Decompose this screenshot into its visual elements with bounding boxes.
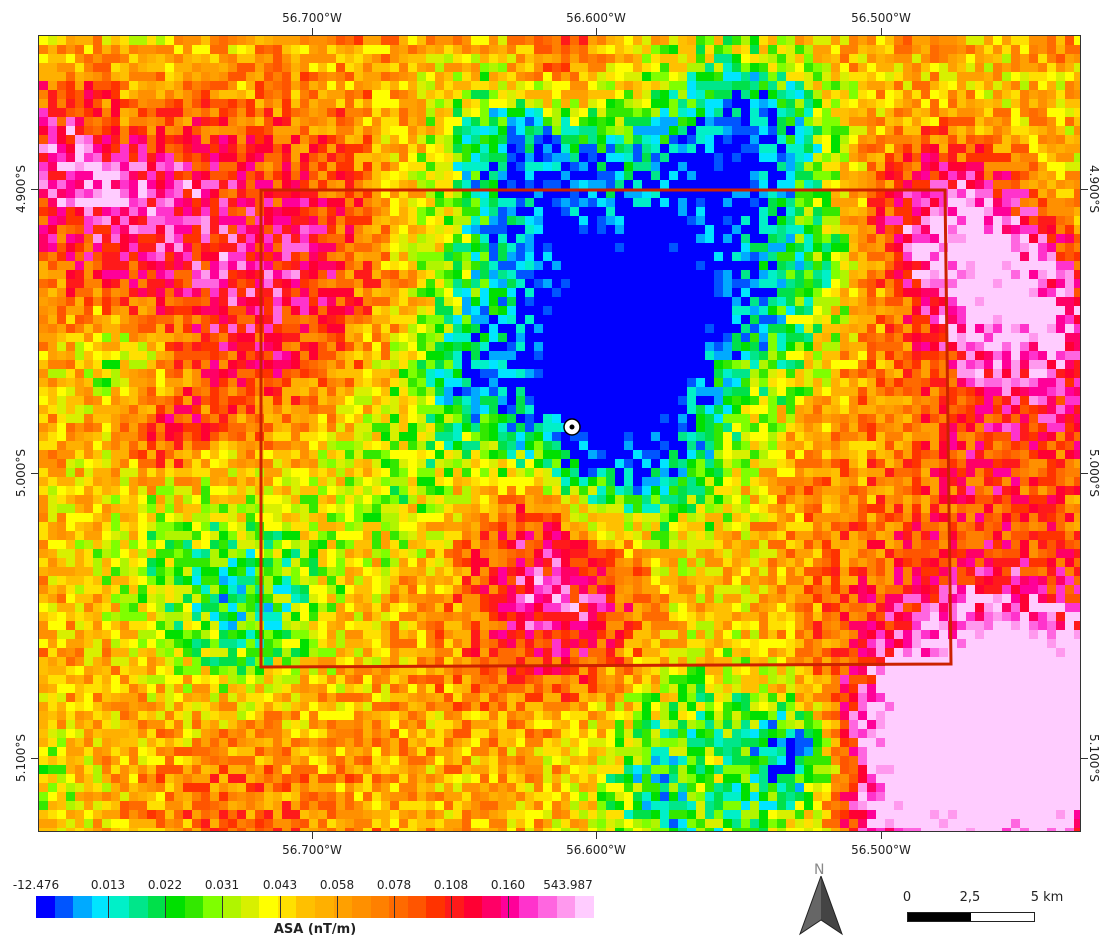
scale-bar [907,912,1035,922]
legend-value: 0.160 [490,878,526,892]
tick-mark [596,832,597,839]
legend-value: -12.476 [12,878,60,892]
legend-value: 543.987 [543,878,593,892]
color-ramp-step [259,896,278,918]
lat-label-left: 5.000°S [14,449,28,497]
tick-mark [1081,189,1088,190]
legend-value: 0.058 [319,878,355,892]
scale-label: 5 km [1030,890,1064,905]
tick-mark [31,189,38,190]
scale-segment-black [908,913,971,921]
legend-value: 0.108 [433,878,469,892]
lon-label-top: 56.600°W [566,11,626,25]
color-ramp-step [73,896,92,918]
legend-value: 0.043 [262,878,298,892]
legend-value: 0.022 [147,878,183,892]
north-label: N [814,862,825,878]
tick-mark [1081,473,1088,474]
color-ramp-step [184,896,204,918]
legend-value: 0.013 [90,878,126,892]
lon-label-bottom: 56.600°W [566,843,626,857]
color-ramp-step [166,896,185,918]
scale-segment-white [971,913,1034,921]
lat-label-left: 5.100°S [14,734,28,782]
lon-label-bottom: 56.700°W [282,843,342,857]
color-ramp-step [538,896,557,918]
legend-divider [280,896,281,918]
lon-label-top: 56.500°W [851,11,911,25]
color-ramp-step [389,896,408,918]
color-ramp-step [556,896,576,918]
tick-mark [31,758,38,759]
tick-mark [596,28,597,35]
legend-value: 0.078 [376,878,412,892]
color-ramp-step [482,896,501,918]
tick-mark [881,832,882,839]
lat-label-left: 4.900°S [14,165,28,213]
legend-divider [222,896,223,918]
station-point-icon[interactable] [563,418,581,436]
study-area-outline [259,188,953,669]
color-ramp-step [463,896,483,918]
lon-label-bottom: 56.500°W [851,843,911,857]
lat-label-right: 5.100°S [1087,734,1101,782]
color-ramp-step [54,896,74,918]
color-ramp-step [314,896,334,918]
color-ramp-step [91,896,111,918]
color-ramp-step [128,896,148,918]
color-ramp-step [221,896,241,918]
legend-divider [337,896,338,918]
color-ramp-step [519,896,539,918]
scale-label: 2,5 [959,890,981,905]
color-ramp-step [407,896,427,918]
lon-label-top: 56.700°W [282,11,342,25]
tick-mark [31,473,38,474]
color-ramp-step [296,896,315,918]
legend-divider [165,896,166,918]
tick-mark [312,832,313,839]
color-ramp-step [277,896,297,918]
color-ramp-step [36,896,55,918]
color-ramp-step [575,896,594,918]
lat-label-right: 5.000°S [1087,449,1101,497]
color-ramp [36,896,594,918]
lat-label-right: 4.900°S [1087,165,1101,213]
color-ramp-step [352,896,371,918]
color-ramp-step [110,896,129,918]
legend-divider [108,896,109,918]
color-ramp-step [333,896,353,918]
legend-value: 0.031 [204,878,240,892]
north-arrow-icon [799,875,843,936]
color-ramp-step [500,896,520,918]
legend-divider [508,896,509,918]
color-ramp-step [203,896,222,918]
legend-divider [451,896,452,918]
tick-mark [1081,758,1088,759]
color-ramp-step [426,896,446,918]
scale-label: 0 [902,890,912,905]
asa-raster [39,36,1080,831]
tick-mark [312,28,313,35]
color-ramp-step [445,896,464,918]
legend-title: ASA (nT/m) [273,922,357,937]
color-ramp-step [147,896,167,918]
color-ramp-step [370,896,390,918]
legend-divider [394,896,395,918]
color-ramp-step [240,896,260,918]
tick-mark [881,28,882,35]
map-frame[interactable] [38,35,1081,832]
